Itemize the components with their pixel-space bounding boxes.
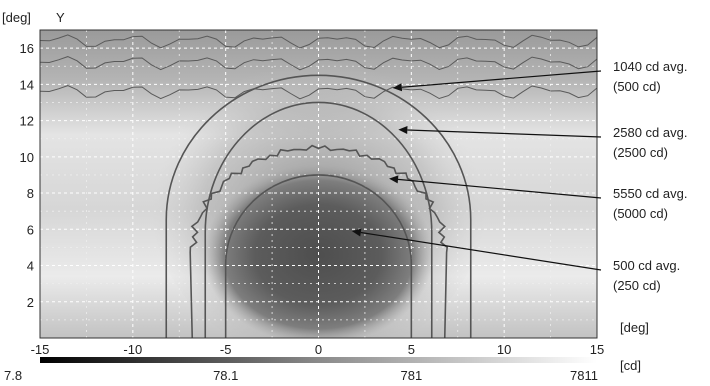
contour-avg-label: 1040 cd avg. [613, 59, 687, 74]
iso-line [40, 56, 597, 71]
x-tick-label: 5 [408, 342, 415, 357]
contour-avg-label: 5550 cd avg. [613, 186, 687, 201]
y-unit-label: [deg] [2, 10, 31, 25]
x-tick-label: 0 [315, 342, 322, 357]
x-tick-labels: -15 -10 -5 0 5 10 15 [31, 342, 605, 357]
colorbar-unit-label: [cd] [620, 358, 641, 373]
x-tick-label: 10 [497, 342, 511, 357]
colorbar-tick-label: 7811 [570, 368, 598, 383]
contour-annotations: 1040 cd avg. (500 cd) 2580 cd avg. (2500 cd… [351, 59, 687, 293]
contour-avg-label: 500 cd avg. [613, 258, 680, 273]
y-tick-label: 16 [20, 41, 34, 56]
y-tick-label: 10 [20, 150, 34, 165]
y-tick-label: 12 [20, 114, 34, 129]
contour-line [165, 74, 472, 338]
contour-avg-label: 2580 cd avg. [613, 125, 687, 140]
contour-level-label: (2500 cd) [613, 145, 668, 160]
colorbar-tick-label: 781 [401, 368, 423, 383]
colorbar-tick-labels: 7.8 78.1 781 7811 [4, 368, 598, 383]
contour-lines [40, 34, 597, 338]
y-tick-label: 2 [27, 295, 34, 310]
contour-line [204, 101, 433, 338]
annotation-arrowhead [351, 228, 362, 237]
grid-lines [40, 30, 597, 338]
annotation-arrow [401, 70, 602, 88]
x-unit-label: [deg] [620, 320, 649, 335]
x-tick-label: 15 [590, 342, 604, 357]
y-tick-label: 8 [27, 186, 34, 201]
contour-level-label: (250 cd) [613, 278, 661, 293]
colorbar-tick-label: 78.1 [213, 368, 238, 383]
contour-line [224, 174, 413, 338]
y-tick-label: 4 [27, 259, 34, 274]
plot-frame [39, 29, 598, 339]
annotation-arrow [397, 178, 602, 199]
y-tick-label: 14 [20, 77, 34, 92]
x-tick-label: -5 [220, 342, 232, 357]
heatmap-image [40, 30, 597, 338]
annotation-arrowhead [398, 125, 408, 134]
annotation-arrowhead [389, 175, 399, 184]
contour-line [189, 144, 449, 338]
annotation-arrow [407, 129, 602, 138]
y-tick-labels: 2 4 6 8 10 12 14 16 [20, 41, 34, 310]
contour-level-label: (5000 cd) [613, 206, 668, 221]
iso-line [40, 85, 597, 100]
y-axis-name: Y [56, 10, 65, 25]
y-tick-label: 6 [27, 222, 34, 237]
contour-level-label: (500 cd) [613, 79, 661, 94]
annotation-arrowhead [392, 83, 403, 92]
colorbar [40, 357, 597, 363]
colorbar-tick-label: 7.8 [4, 368, 22, 383]
x-tick-label: -15 [31, 342, 50, 357]
annotation-arrow [360, 231, 602, 271]
iso-line [40, 34, 597, 49]
x-tick-label: -10 [123, 342, 142, 357]
